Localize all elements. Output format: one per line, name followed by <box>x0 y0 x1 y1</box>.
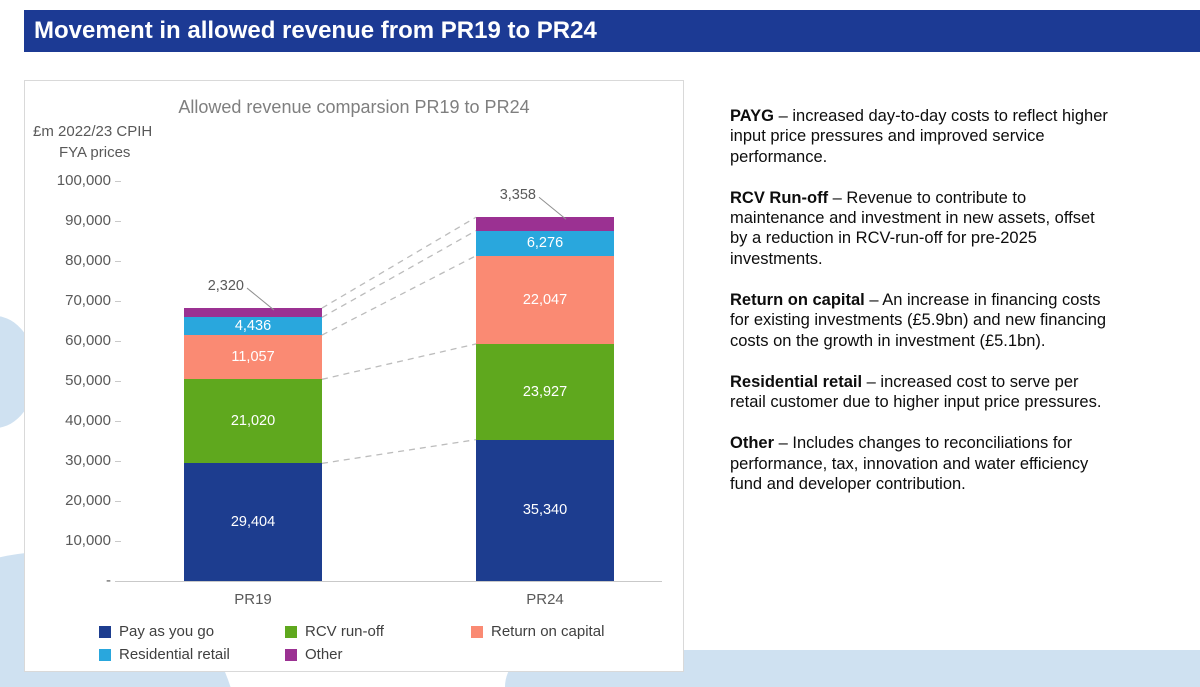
legend-label: Residential retail <box>119 646 230 663</box>
note-term: Residential retail <box>730 372 863 391</box>
note-term: PAYG <box>730 107 775 125</box>
bar-segment-other-pr24 <box>476 217 614 231</box>
y-axis-tick-label: 30,000 <box>65 452 111 469</box>
legend-item-return-on-capital: Return on capital <box>471 623 657 640</box>
bar-segment-return-on-capital-pr24: 22,047 <box>476 255 614 344</box>
bar-segment-pay-as-you-go-pr24: 35,340 <box>476 439 614 581</box>
y-axis-tick-label: - <box>106 572 111 589</box>
legend-swatch <box>285 648 297 661</box>
y-axis-tick-mark <box>115 501 121 502</box>
y-axis-tick-label: 60,000 <box>65 332 111 349</box>
y-axis-tick-label: 80,000 <box>65 252 111 269</box>
data-callout-label: 2,320 <box>207 278 244 295</box>
bar-segment-residential-retail-pr24: 6,276 <box>476 230 614 256</box>
legend-swatch <box>471 625 483 638</box>
y-axis-tick-label: 100,000 <box>56 172 111 189</box>
legend-item-residential-retail: Residential retail <box>99 646 285 663</box>
notes-column: PAYG – increased day-to-day costs to ref… <box>730 106 1108 515</box>
data-callout-label: 3,358 <box>499 187 536 204</box>
y-axis-tick-label: 40,000 <box>65 412 111 429</box>
y-axis-tick-mark <box>115 181 121 182</box>
chart-legend: Pay as you go RCV run-off Return on capita… <box>99 623 657 663</box>
bar-segment-return-on-capital-pr19: 11,057 <box>184 335 322 380</box>
legend-swatch <box>285 625 297 638</box>
y-axis-tick-mark <box>115 461 121 462</box>
legend-swatch <box>99 648 111 661</box>
x-axis-line <box>117 581 662 582</box>
note-term: Other <box>730 434 775 453</box>
y-axis-tick-mark <box>115 341 121 342</box>
y-axis-unit-line2: FYA prices <box>59 144 131 161</box>
plot-area: - 10,000 20,000 30,000 40,000 50,000 60,000 70,… <box>25 81 685 673</box>
note-text: – increased day-to-day costs to reflect … <box>730 107 1108 166</box>
bar-segment-other-pr19 <box>184 308 322 318</box>
y-axis-tick-mark <box>115 541 121 542</box>
note-rcv-run-off: RCV Run-off – Revenue to contribute to m… <box>730 188 1108 269</box>
legend-swatch <box>99 625 111 638</box>
y-axis-tick-mark <box>115 221 121 222</box>
y-axis-tick-label: 70,000 <box>65 292 111 309</box>
y-axis-unit-line1: £m 2022/23 CPIH <box>33 123 153 140</box>
note-payg: PAYG – increased day-to-day costs to ref… <box>730 106 1108 167</box>
bar-segment-rcv-run-off-pr19: 21,020 <box>184 379 322 464</box>
legend-label: Return on capital <box>491 623 605 640</box>
y-axis-tick-label: 50,000 <box>65 372 111 389</box>
note-return-on-capital: Return on capital – An increase in finan… <box>730 290 1108 351</box>
legend-label: Pay as you go <box>119 623 215 640</box>
note-text: – Includes changes to reconciliations fo… <box>730 434 1089 493</box>
bar-segment-residential-retail-pr19: 4,436 <box>184 317 322 336</box>
y-axis-tick-mark <box>115 301 121 302</box>
legend-item-pay-as-you-go: Pay as you go <box>99 623 285 640</box>
note-term: RCV Run-off <box>730 188 829 207</box>
chart-title: Allowed revenue comparsion PR19 to PR24 <box>178 97 530 117</box>
bar-segment-pay-as-you-go-pr19: 29,404 <box>184 463 322 581</box>
note-text: – Revenue to contribute to maintenance a… <box>730 188 1095 268</box>
note-other: Other – Includes changes to reconciliati… <box>730 433 1108 494</box>
legend-item-rcv-run-off: RCV run-off <box>285 623 471 640</box>
x-axis-category-label: PR19 <box>234 591 272 608</box>
y-axis-tick-label: 20,000 <box>65 492 111 509</box>
legend-label: Other <box>305 646 343 663</box>
x-axis-category-label: PR24 <box>526 591 564 608</box>
legend-label: RCV run-off <box>305 623 384 640</box>
note-residential-retail: Residential retail – increased cost to s… <box>730 372 1108 413</box>
note-text: – An increase in financing costs for exi… <box>730 290 1107 350</box>
note-term: Return on capital <box>730 290 865 309</box>
legend-item-other: Other <box>285 646 471 663</box>
page-title: Movement in allowed revenue from PR19 to… <box>34 17 597 44</box>
y-axis-tick-mark <box>115 381 121 382</box>
chart-card: Allowed revenue comparsion PR19 to PR24 … <box>24 80 684 672</box>
note-text: – increased cost to serve per retail cus… <box>730 372 1102 412</box>
title-banner: Movement in allowed revenue from PR19 to… <box>24 10 1200 52</box>
y-axis-tick-label: 90,000 <box>65 212 111 229</box>
bar-segment-rcv-run-off-pr24: 23,927 <box>476 343 614 440</box>
y-axis-tick-label: 10,000 <box>65 532 111 549</box>
y-axis-tick-mark <box>115 261 121 262</box>
y-axis-tick-mark <box>115 421 121 422</box>
